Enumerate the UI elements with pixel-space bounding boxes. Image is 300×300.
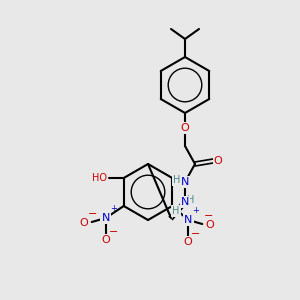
Text: +: +	[192, 206, 199, 215]
Text: N: N	[184, 215, 192, 225]
Text: O: O	[206, 220, 214, 230]
Text: −: −	[88, 209, 97, 219]
Text: O: O	[101, 235, 110, 245]
Text: +: +	[110, 204, 117, 213]
Text: N: N	[181, 197, 189, 207]
Text: −: −	[191, 229, 201, 239]
Text: −: −	[204, 211, 214, 221]
Text: HO: HO	[92, 173, 107, 183]
Text: H: H	[172, 206, 180, 216]
Text: H: H	[187, 195, 195, 205]
Text: O: O	[214, 156, 222, 166]
Text: O: O	[181, 123, 189, 133]
Text: N: N	[102, 213, 110, 223]
Text: O: O	[80, 218, 88, 228]
Text: N: N	[181, 177, 189, 187]
Text: H: H	[173, 175, 181, 185]
Text: −: −	[109, 227, 118, 237]
Text: O: O	[184, 237, 193, 247]
